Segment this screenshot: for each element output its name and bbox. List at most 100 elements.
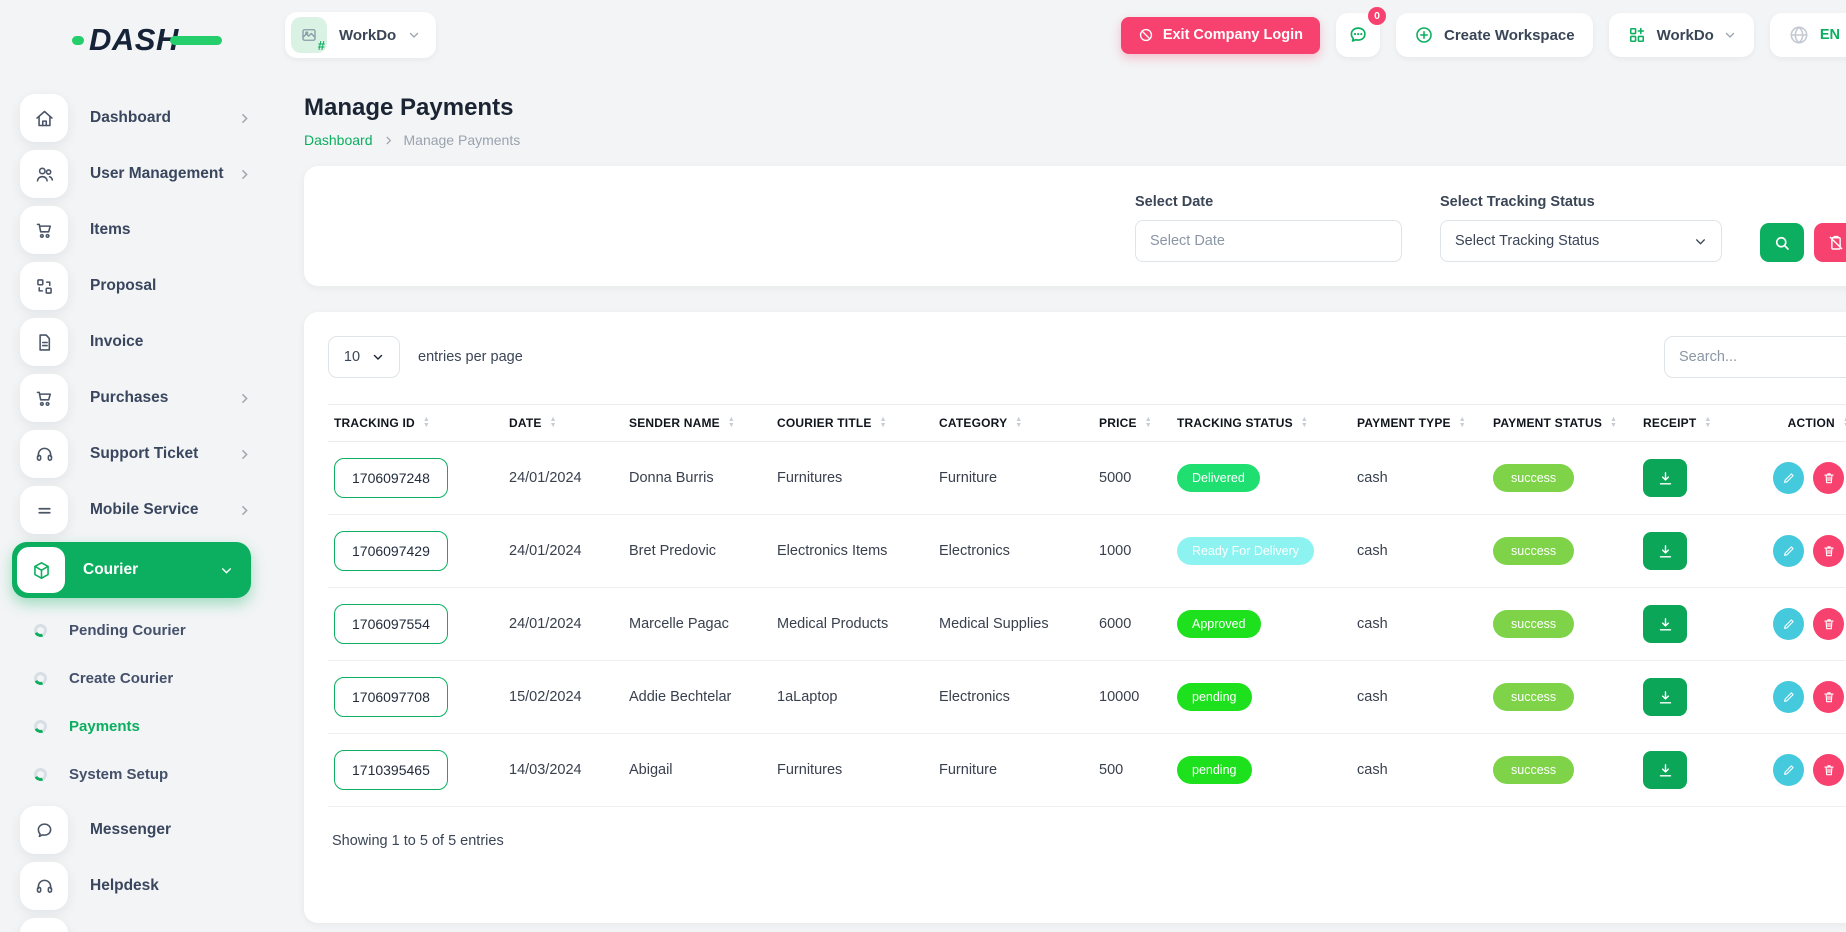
exit-company-login-button[interactable]: Exit Company Login bbox=[1120, 16, 1320, 54]
tracking-id-button[interactable]: 1706097429 bbox=[334, 531, 448, 571]
column-header-courier-title[interactable]: COURIER TITLE ▲ ▼ bbox=[771, 404, 933, 442]
brand-logo: DASH bbox=[0, 14, 271, 66]
edit-button[interactable] bbox=[1773, 754, 1804, 786]
column-header-action[interactable]: ACTION▲▼ bbox=[1767, 404, 1846, 442]
category-cell: Furniture bbox=[933, 441, 1093, 515]
sidebar-item-courier[interactable]: Courier bbox=[12, 542, 251, 598]
sidebar-item-label: Invoice bbox=[90, 333, 144, 350]
courier-title-cell: Furnitures bbox=[771, 441, 933, 515]
download-receipt-button[interactable] bbox=[1643, 605, 1687, 643]
tracking-id-button[interactable]: 1706097554 bbox=[334, 604, 448, 644]
sidebar-item-settings[interactable]: Settings bbox=[20, 918, 251, 932]
column-header-payment-type[interactable]: PAYMENT TYPE ▲ ▼ bbox=[1351, 404, 1487, 442]
sidebar-item-dashboard[interactable]: Dashboard bbox=[20, 94, 251, 142]
column-header-payment-status[interactable]: PAYMENT STATUS ▲ ▼ bbox=[1487, 404, 1637, 442]
broken-image-icon bbox=[302, 29, 316, 41]
sidebar-item-label: Proposal bbox=[90, 277, 157, 294]
exit-button-label: Exit Company Login bbox=[1162, 27, 1303, 43]
edit-button[interactable] bbox=[1773, 608, 1804, 640]
table-row: 1706097708 15/02/2024 Addie Bechtelar 1a… bbox=[328, 660, 1846, 734]
download-receipt-button[interactable] bbox=[1643, 678, 1687, 716]
submenu-item-payments[interactable]: Payments bbox=[20, 706, 251, 746]
sidebar-item-user-management[interactable]: User Management bbox=[20, 150, 251, 198]
submenu-item-label: Payments bbox=[69, 717, 140, 735]
sidebar-item-label: Items bbox=[90, 221, 131, 238]
delete-button[interactable] bbox=[1813, 535, 1844, 567]
chevron-right-icon bbox=[238, 392, 251, 405]
submenu-item-pending-courier[interactable]: Pending Courier bbox=[20, 610, 251, 650]
download-receipt-button[interactable] bbox=[1643, 751, 1687, 789]
column-header-tracking-id[interactable]: TRACKING ID ▲ ▼ bbox=[328, 404, 503, 442]
trash-icon bbox=[1823, 546, 1834, 557]
filter-search-button[interactable] bbox=[1760, 223, 1804, 262]
sidebar-item-label: Helpdesk bbox=[90, 877, 159, 894]
workdo-menu-button[interactable]: WorkDo bbox=[1608, 13, 1754, 57]
entries-per-page-select[interactable]: 10 bbox=[328, 336, 400, 378]
date-filter-group: Select Date bbox=[1135, 194, 1402, 262]
column-header-price[interactable]: PRICE ▲ ▼ bbox=[1093, 404, 1171, 442]
tracking-id-button[interactable]: 1706097248 bbox=[334, 458, 448, 498]
language-switcher[interactable]: EN bbox=[1769, 13, 1846, 57]
sidebar-item-support-ticket[interactable]: Support Ticket bbox=[20, 430, 251, 478]
sidebar-item-mobile-service[interactable]: Mobile Service bbox=[20, 486, 251, 534]
column-header-tracking-status[interactable]: TRACKING STATUS ▲ ▼ bbox=[1171, 404, 1351, 442]
download-receipt-button[interactable] bbox=[1643, 532, 1687, 570]
courier-title-cell: 1aLaptop bbox=[771, 660, 933, 734]
workspace-switcher[interactable]: # WorkDo bbox=[285, 12, 437, 58]
delete-button[interactable] bbox=[1813, 681, 1844, 713]
edit-button[interactable] bbox=[1773, 462, 1804, 494]
sidebar-item-label: Courier bbox=[83, 561, 139, 578]
package-icon bbox=[17, 547, 65, 593]
date-filter-input[interactable] bbox=[1135, 220, 1402, 262]
column-header-category[interactable]: CATEGORY ▲ ▼ bbox=[933, 404, 1093, 442]
tracking-status-select[interactable]: Select Tracking Status bbox=[1440, 220, 1722, 262]
filter-panel: Select Date Select Tracking Status Selec… bbox=[304, 166, 1846, 286]
table-row: 1710395465 14/03/2024 Abigail Furnitures… bbox=[328, 733, 1846, 807]
pencil-icon bbox=[1783, 765, 1794, 775]
date-cell: 24/01/2024 bbox=[503, 441, 623, 515]
hash-glyph: # bbox=[317, 38, 325, 53]
download-receipt-button[interactable] bbox=[1643, 459, 1687, 497]
delete-button[interactable] bbox=[1813, 754, 1844, 786]
trash-icon bbox=[1823, 619, 1834, 630]
filter-reset-button[interactable] bbox=[1814, 223, 1846, 262]
trash-icon bbox=[1823, 692, 1834, 703]
tracking-id-button[interactable]: 1710395465 bbox=[334, 750, 448, 790]
sort-icon: ▲▼ bbox=[879, 416, 887, 429]
table-controls: 10 entries per page bbox=[328, 336, 1846, 378]
column-header-sender-name[interactable]: SENDER NAME ▲ ▼ bbox=[623, 404, 771, 442]
tracking-id-button[interactable]: 1706097708 bbox=[334, 677, 448, 717]
edit-button[interactable] bbox=[1773, 681, 1804, 713]
submenu-item-label: Pending Courier bbox=[69, 621, 186, 639]
messages-button[interactable]: 0 bbox=[1335, 7, 1386, 57]
table-footer-summary: Showing 1 to 5 of 5 entries bbox=[332, 833, 504, 849]
submenu-item-label: System Setup bbox=[69, 765, 169, 783]
chevron-right-icon bbox=[238, 448, 251, 461]
grid-plus-icon bbox=[1629, 27, 1644, 43]
sort-icon: ▲▼ bbox=[1610, 416, 1618, 429]
workdo-menu-label: WorkDo bbox=[1656, 26, 1714, 44]
trash-icon bbox=[1823, 765, 1834, 776]
sidebar-item-purchases[interactable]: Purchases bbox=[20, 374, 251, 422]
submenu-item-system-setup[interactable]: System Setup bbox=[20, 754, 251, 794]
sidebar-item-messenger[interactable]: Messenger bbox=[20, 806, 251, 854]
breadcrumb-dashboard-link[interactable]: Dashboard bbox=[304, 132, 373, 148]
sidebar-item-invoice[interactable]: Invoice bbox=[20, 318, 251, 366]
chevron-right-icon bbox=[383, 135, 394, 146]
delete-button[interactable] bbox=[1813, 608, 1844, 640]
payment-status-badge: success bbox=[1493, 537, 1575, 565]
chevron-right-icon bbox=[238, 504, 251, 517]
create-workspace-button[interactable]: Create Workspace bbox=[1395, 13, 1593, 57]
gear-icon bbox=[20, 918, 68, 932]
date-cell: 15/02/2024 bbox=[503, 660, 623, 734]
column-header-receipt[interactable]: RECEIPT ▲ ▼ bbox=[1637, 404, 1767, 442]
sidebar-item-items[interactable]: Items bbox=[20, 206, 251, 254]
edit-button[interactable] bbox=[1773, 535, 1804, 567]
sidebar-item-helpdesk[interactable]: Helpdesk bbox=[20, 862, 251, 910]
column-header-date[interactable]: DATE ▲ ▼ bbox=[503, 404, 623, 442]
sidebar-item-proposal[interactable]: Proposal bbox=[20, 262, 251, 310]
delete-button[interactable] bbox=[1813, 462, 1844, 494]
submenu-item-create-courier[interactable]: Create Courier bbox=[20, 658, 251, 698]
chevron-down-icon bbox=[1724, 29, 1736, 41]
table-search-input[interactable] bbox=[1664, 336, 1846, 378]
